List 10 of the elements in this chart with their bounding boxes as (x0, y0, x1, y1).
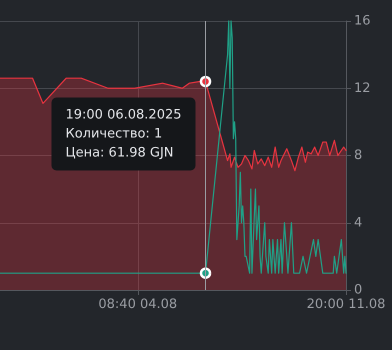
y-tick-label: 8 (354, 148, 362, 163)
y-tick-label: 0 (354, 282, 362, 298)
annotation: 19:00 06.08.2025 (65, 108, 182, 123)
annotation: Количество: 1 (65, 126, 162, 142)
y-tick-label: 12 (354, 80, 371, 96)
annotation: Цена: 61.98 GJN (65, 146, 174, 161)
y-tick-label: 16 (354, 14, 371, 28)
x-tick-label: 20:00 11.08 (306, 297, 386, 312)
x-tick-label: 08:40 04.08 (98, 297, 178, 312)
y-tick-label: 4 (354, 215, 362, 230)
